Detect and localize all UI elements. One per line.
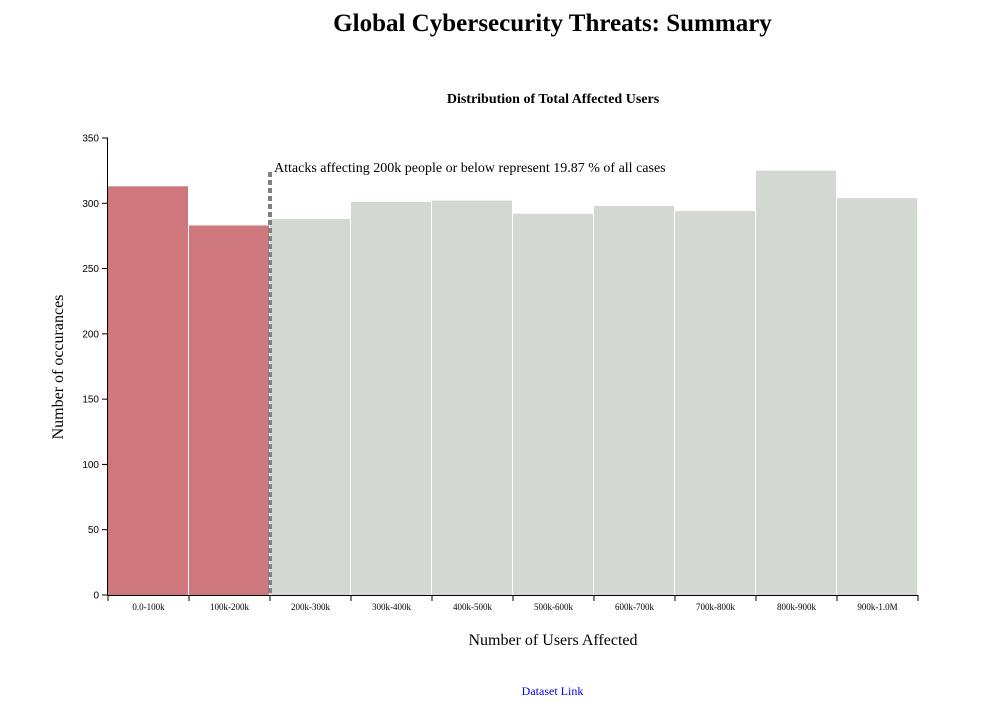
bar: [594, 205, 674, 595]
bar: [351, 201, 431, 596]
threshold-annotation: Attacks affecting 200k people or below r…: [274, 161, 666, 176]
page-title: Global Cybersecurity Threats: Summary: [333, 10, 772, 37]
x-axis: 0.0-100k 100k-200k 200k-300k 300k-400k 400k-…: [107, 595, 919, 612]
x-tick-label: 100k-200k: [210, 602, 249, 612]
y-tick-label: 200: [82, 329, 99, 340]
x-tick-label: 500k-600k: [534, 602, 573, 612]
x-tick-label: 300k-400k: [372, 602, 411, 612]
y-tick-label: 100: [82, 460, 99, 471]
x-tick-label: 600k-700k: [615, 602, 654, 612]
bar: [513, 213, 593, 595]
bar: [270, 218, 350, 595]
bar: [432, 200, 512, 595]
x-tick-label: 900k-1.0M: [857, 602, 897, 612]
y-tick-label: 50: [88, 525, 100, 536]
x-tick-label: 700k-800k: [696, 602, 735, 612]
dataset-link[interactable]: Dataset Link: [521, 684, 584, 698]
y-tick-label: 150: [82, 395, 99, 406]
y-tick-label: 350: [82, 134, 99, 145]
x-tick-label: 0.0-100k: [132, 602, 165, 612]
x-axis-label: Number of Users Affected: [469, 632, 638, 649]
x-tick-label: 400k-500k: [453, 602, 492, 612]
bars-group: [108, 170, 917, 596]
bar: [837, 198, 917, 595]
chart-title: Distribution of Total Affected Users: [447, 92, 660, 107]
x-tick-label: 200k-300k: [291, 602, 330, 612]
bar: [675, 211, 755, 595]
y-tick-label: 300: [82, 199, 99, 210]
bar: [108, 186, 188, 595]
y-axis-label: Number of occurances: [50, 295, 67, 440]
x-tick-label: 800k-900k: [777, 602, 816, 612]
y-tick-label: 250: [82, 264, 99, 275]
y-axis: 0 50 100 150 200 250 300 350: [82, 134, 108, 602]
bar: [189, 225, 269, 596]
y-tick-label: 0: [93, 591, 99, 602]
bar: [756, 170, 836, 595]
